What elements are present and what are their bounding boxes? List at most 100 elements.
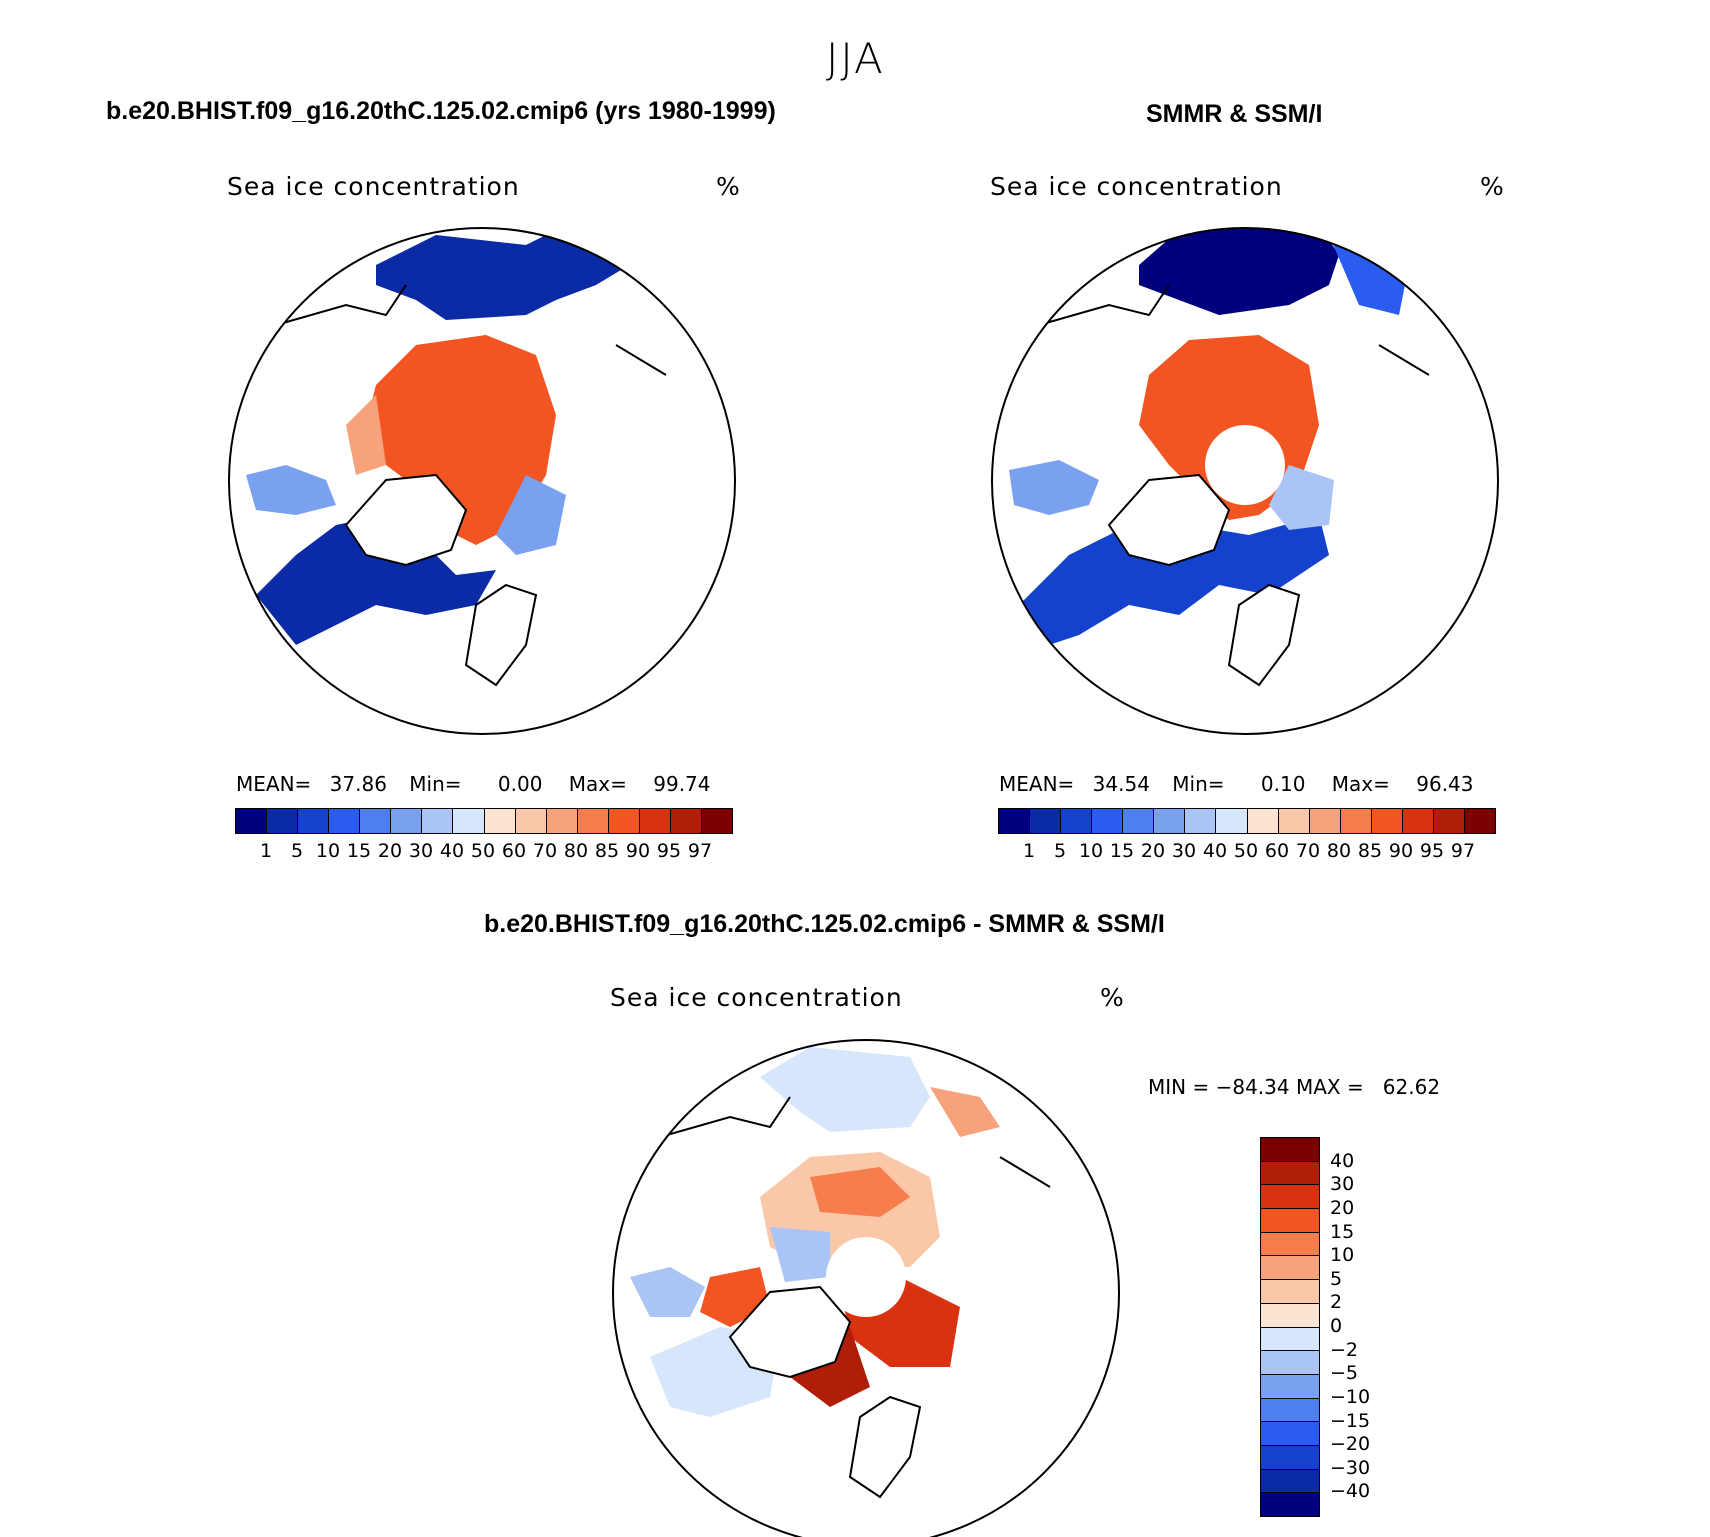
coast-east-model [615,344,667,376]
colorbar-model-tick-label: 20 [377,840,403,862]
colorbar-obs-tick-label: 95 [1419,840,1445,862]
colorbar-diff-tick-label: −2 [1330,1338,1359,1361]
mean-label: MEAN= [236,772,312,796]
colorbar-obs-swatch-3 [1092,809,1124,833]
colorbar-diff-swatch-2 [1261,1185,1319,1210]
colorbar-obs-swatch-11 [1340,809,1372,833]
colorbar-diff-tick-label: 20 [1330,1196,1355,1219]
colorbar-diff-swatch-6 [1261,1280,1319,1304]
colorbar-model-swatch-5 [391,809,423,833]
colorbar-model-swatch-12 [608,809,640,833]
variable-label-diff: Sea ice concentration [610,983,903,1012]
colorbar-diff-swatch-14 [1261,1469,1319,1494]
colorbar-obs-tick-label: 70 [1295,840,1321,862]
coast-east-diff [999,1156,1051,1188]
colorbar-obs-tick-label: 15 [1109,840,1135,862]
min-label: Min= [409,772,462,796]
colorbar-obs-swatch-5 [1154,809,1186,833]
colorbar-diff-tick-label: 10 [1330,1244,1355,1267]
variable-label-model: Sea ice concentration [227,172,520,201]
colorbar-obs-tick-label: 97 [1450,840,1476,862]
colorbar-model-tick-label: 1 [259,840,273,862]
max-label: Max= [568,772,627,796]
colorbar-diff-tick-label: −10 [1330,1385,1371,1408]
ice-central-model [366,335,556,545]
colorbar-obs-swatch-2 [1061,809,1093,833]
colorbar-obs-swatch-0 [999,809,1031,833]
colorbar-obs-swatch-9 [1278,809,1310,833]
greenland-model [344,473,468,567]
max-value: 96.43 [1416,772,1474,796]
colorbar-obs-swatch-15 [1464,809,1495,833]
colorbar-model-swatch-6 [422,809,454,833]
colorbar-diff-swatch-0 [1261,1138,1319,1162]
colorbar-model-tick-label: 15 [346,840,372,862]
colorbar-diff-tick-label: 5 [1330,1267,1343,1290]
colorbar-diff-tick-label: 2 [1330,1291,1343,1314]
colorbar-model-swatch-10 [546,809,578,833]
colorbar-diff-swatch-12 [1261,1422,1319,1446]
colorbar-model-tick-label: 85 [594,840,620,862]
diff-central-strong [810,1167,910,1217]
coast-north-diff [659,1096,791,1138]
stats-obs: MEAN= 34.54 Min= 0.10 Max= 96.43 [999,772,1474,796]
greenland-diff [728,1285,852,1379]
colorbar-model-tick-label: 97 [687,840,713,862]
min-label: Min= [1172,772,1225,796]
colorbar-obs-swatch-4 [1123,809,1155,833]
ice-edge-model [496,475,566,555]
colorbar-diff-tick-label: −20 [1330,1433,1371,1456]
colorbar-diff-tick-label: −40 [1330,1480,1371,1503]
colorbar-labels-model: 1 5 10 15 20 30 40 50 60 70 80 85 90 95 97 [235,840,731,864]
pole-hole-obs [1205,425,1285,505]
pole-hole-diff [826,1237,906,1317]
panel-title-model: b.e20.BHIST.f09_g16.20thC.125.02.cmip6 (… [106,97,776,125]
colorbar-model-tick-label: 90 [625,840,651,862]
colorbar-model-tick-label: 10 [315,840,341,862]
colorbar-obs-tick-label: 5 [1053,840,1067,862]
colorbar-diff-tick-label: −30 [1330,1456,1371,1479]
colorbar-diff-tick-label: 40 [1330,1149,1355,1172]
colorbar-model [235,808,733,834]
ice-transition-model [346,395,386,475]
panel-title-diff: b.e20.BHIST.f09_g16.20thC.125.02.cmip6 -… [484,910,1165,938]
colorbar-diff-swatch-11 [1261,1398,1319,1423]
colorbar-diff-swatch-15 [1261,1493,1319,1516]
colorbar-obs-tick-label: 30 [1171,840,1197,862]
ice-bering-obs [1139,228,1339,315]
mean-value: 34.54 [1092,772,1150,796]
colorbar-obs [998,808,1496,834]
max-label: Max= [1331,772,1390,796]
polar-map-diff [612,1039,1120,1537]
greenland-obs [1107,473,1231,567]
colorbar-diff-swatch-5 [1261,1256,1319,1281]
min-value: 0.10 [1260,772,1306,796]
colorbar-model-tick-label: 30 [408,840,434,862]
ice-hudson-obs [1009,460,1099,515]
colorbar-diff-swatch-4 [1261,1232,1319,1257]
colorbar-obs-tick-label: 90 [1388,840,1414,862]
colorbar-model-swatch-13 [639,809,671,833]
colorbar-obs-tick-label: 10 [1078,840,1104,862]
colorbar-model-swatch-15 [701,809,732,833]
colorbar-diff-swatch-10 [1261,1374,1319,1399]
colorbar-obs-swatch-7 [1216,809,1248,833]
colorbar-obs-tick-label: 50 [1233,840,1259,862]
colorbar-obs-swatch-8 [1247,809,1279,833]
units-label-diff: % [1100,983,1125,1012]
colorbar-model-swatch-2 [298,809,330,833]
ice-transition-obs [1269,465,1334,530]
polar-map-obs [991,227,1499,735]
colorbar-model-swatch-4 [360,809,392,833]
colorbar-model-tick-label: 60 [501,840,527,862]
stats-diff: MIN = −84.34 MAX = 62.62 [1148,1075,1441,1099]
colorbar-model-tick-label: 5 [290,840,304,862]
colorbar-obs-swatch-14 [1433,809,1465,833]
colorbar-model-swatch-9 [515,809,547,833]
colorbar-diff-tick-label: 15 [1330,1220,1355,1243]
stats-model: MEAN= 37.86 Min= 0.00 Max= 99.74 [236,772,711,796]
colorbar-model-swatch-8 [484,809,516,833]
colorbar-obs-tick-label: 80 [1326,840,1352,862]
colorbar-diff-swatch-7 [1261,1303,1319,1328]
ice-atlantic-model [256,515,496,645]
